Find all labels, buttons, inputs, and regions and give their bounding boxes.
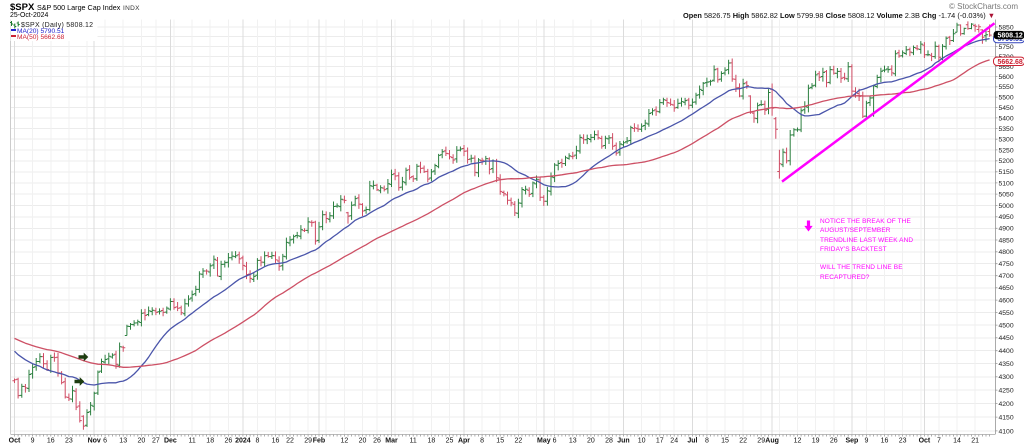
svg-text:4550: 4550: [999, 310, 1014, 317]
svg-text:11: 11: [410, 438, 417, 445]
svg-text:5750: 5750: [999, 44, 1014, 51]
svg-text:5790.51: 5790.51: [998, 36, 1023, 43]
svg-text:4850: 4850: [999, 237, 1014, 244]
svg-text:5662.68: 5662.68: [998, 59, 1023, 66]
svg-text:5300: 5300: [999, 137, 1014, 144]
svg-text:6: 6: [553, 438, 557, 445]
svg-text:4150: 4150: [999, 415, 1014, 422]
svg-text:15: 15: [721, 438, 729, 445]
svg-text:29: 29: [304, 438, 312, 445]
svg-text:25: 25: [446, 438, 454, 445]
svg-text:26: 26: [225, 438, 233, 445]
svg-text:Nov: Nov: [88, 438, 101, 445]
svg-text:12: 12: [341, 438, 349, 445]
svg-text:18: 18: [206, 438, 214, 445]
svg-text:23: 23: [899, 438, 907, 445]
svg-text:Dec: Dec: [164, 438, 177, 445]
svg-text:4950: 4950: [999, 214, 1014, 221]
svg-text:18: 18: [428, 438, 436, 445]
svg-text:16: 16: [881, 438, 889, 445]
svg-text:19: 19: [812, 438, 820, 445]
svg-text:9: 9: [864, 438, 868, 445]
svg-text:Apr: Apr: [458, 438, 470, 445]
svg-text:Feb: Feb: [313, 438, 325, 445]
svg-text:2024: 2024: [235, 438, 251, 445]
svg-text:5808.12: 5808.12: [998, 33, 1023, 40]
svg-text:Sep: Sep: [845, 438, 858, 445]
svg-text:14: 14: [953, 438, 961, 445]
svg-text:24: 24: [670, 438, 678, 445]
svg-text:4100: 4100: [999, 428, 1014, 435]
svg-text:4350: 4350: [999, 361, 1014, 368]
svg-text:4250: 4250: [999, 388, 1014, 395]
svg-text:12: 12: [794, 438, 802, 445]
svg-text:4900: 4900: [999, 226, 1014, 233]
svg-text:5500: 5500: [999, 95, 1014, 102]
svg-text:22: 22: [739, 438, 747, 445]
svg-text:5600: 5600: [999, 74, 1014, 81]
svg-text:6: 6: [103, 438, 107, 445]
svg-text:5450: 5450: [999, 105, 1014, 112]
svg-text:4600: 4600: [999, 298, 1014, 305]
svg-text:May: May: [537, 438, 551, 445]
svg-text:5000: 5000: [999, 203, 1014, 210]
svg-text:7: 7: [937, 438, 941, 445]
svg-text:5200: 5200: [999, 158, 1014, 165]
svg-text:5100: 5100: [999, 180, 1014, 187]
svg-text:5350: 5350: [999, 126, 1014, 133]
svg-text:20: 20: [587, 438, 595, 445]
svg-text:Mar: Mar: [385, 438, 398, 445]
svg-text:4500: 4500: [999, 323, 1014, 330]
svg-text:4300: 4300: [999, 374, 1014, 381]
svg-text:5250: 5250: [999, 147, 1014, 154]
svg-text:21: 21: [971, 438, 979, 445]
svg-text:13: 13: [569, 438, 577, 445]
svg-text:Oct: Oct: [919, 438, 931, 445]
svg-text:4700: 4700: [999, 273, 1014, 280]
svg-text:5550: 5550: [999, 84, 1014, 91]
svg-text:Aug: Aug: [765, 438, 779, 445]
svg-text:5850: 5850: [999, 24, 1014, 31]
svg-text:16: 16: [47, 438, 55, 445]
svg-text:13: 13: [119, 438, 127, 445]
svg-text:26: 26: [373, 438, 381, 445]
svg-text:5650: 5650: [999, 64, 1014, 71]
svg-text:22: 22: [286, 438, 294, 445]
svg-text:29: 29: [757, 438, 765, 445]
svg-text:4200: 4200: [999, 401, 1014, 408]
svg-text:20: 20: [138, 438, 146, 445]
svg-text:Jun: Jun: [617, 438, 629, 445]
svg-text:Jul: Jul: [687, 438, 697, 445]
svg-text:4400: 4400: [999, 348, 1014, 355]
svg-text:8: 8: [255, 438, 259, 445]
svg-text:8: 8: [705, 438, 709, 445]
svg-text:Oct: Oct: [9, 438, 21, 445]
svg-text:4650: 4650: [999, 285, 1014, 292]
svg-text:22: 22: [515, 438, 523, 445]
svg-text:27: 27: [152, 438, 160, 445]
svg-text:9: 9: [31, 438, 35, 445]
svg-text:26: 26: [830, 438, 838, 445]
svg-text:20: 20: [359, 438, 367, 445]
svg-text:8: 8: [480, 438, 484, 445]
svg-text:5400: 5400: [999, 115, 1014, 122]
svg-text:28: 28: [605, 438, 613, 445]
svg-text:5050: 5050: [999, 192, 1014, 199]
svg-text:10: 10: [638, 438, 646, 445]
svg-text:5150: 5150: [999, 169, 1014, 176]
svg-text:4750: 4750: [999, 261, 1014, 268]
svg-text:17: 17: [656, 438, 664, 445]
svg-text:11: 11: [188, 438, 195, 445]
svg-text:15: 15: [496, 438, 504, 445]
svg-text:4800: 4800: [999, 249, 1014, 256]
svg-text:23: 23: [65, 438, 73, 445]
svg-text:4450: 4450: [999, 335, 1014, 342]
svg-text:16: 16: [272, 438, 280, 445]
